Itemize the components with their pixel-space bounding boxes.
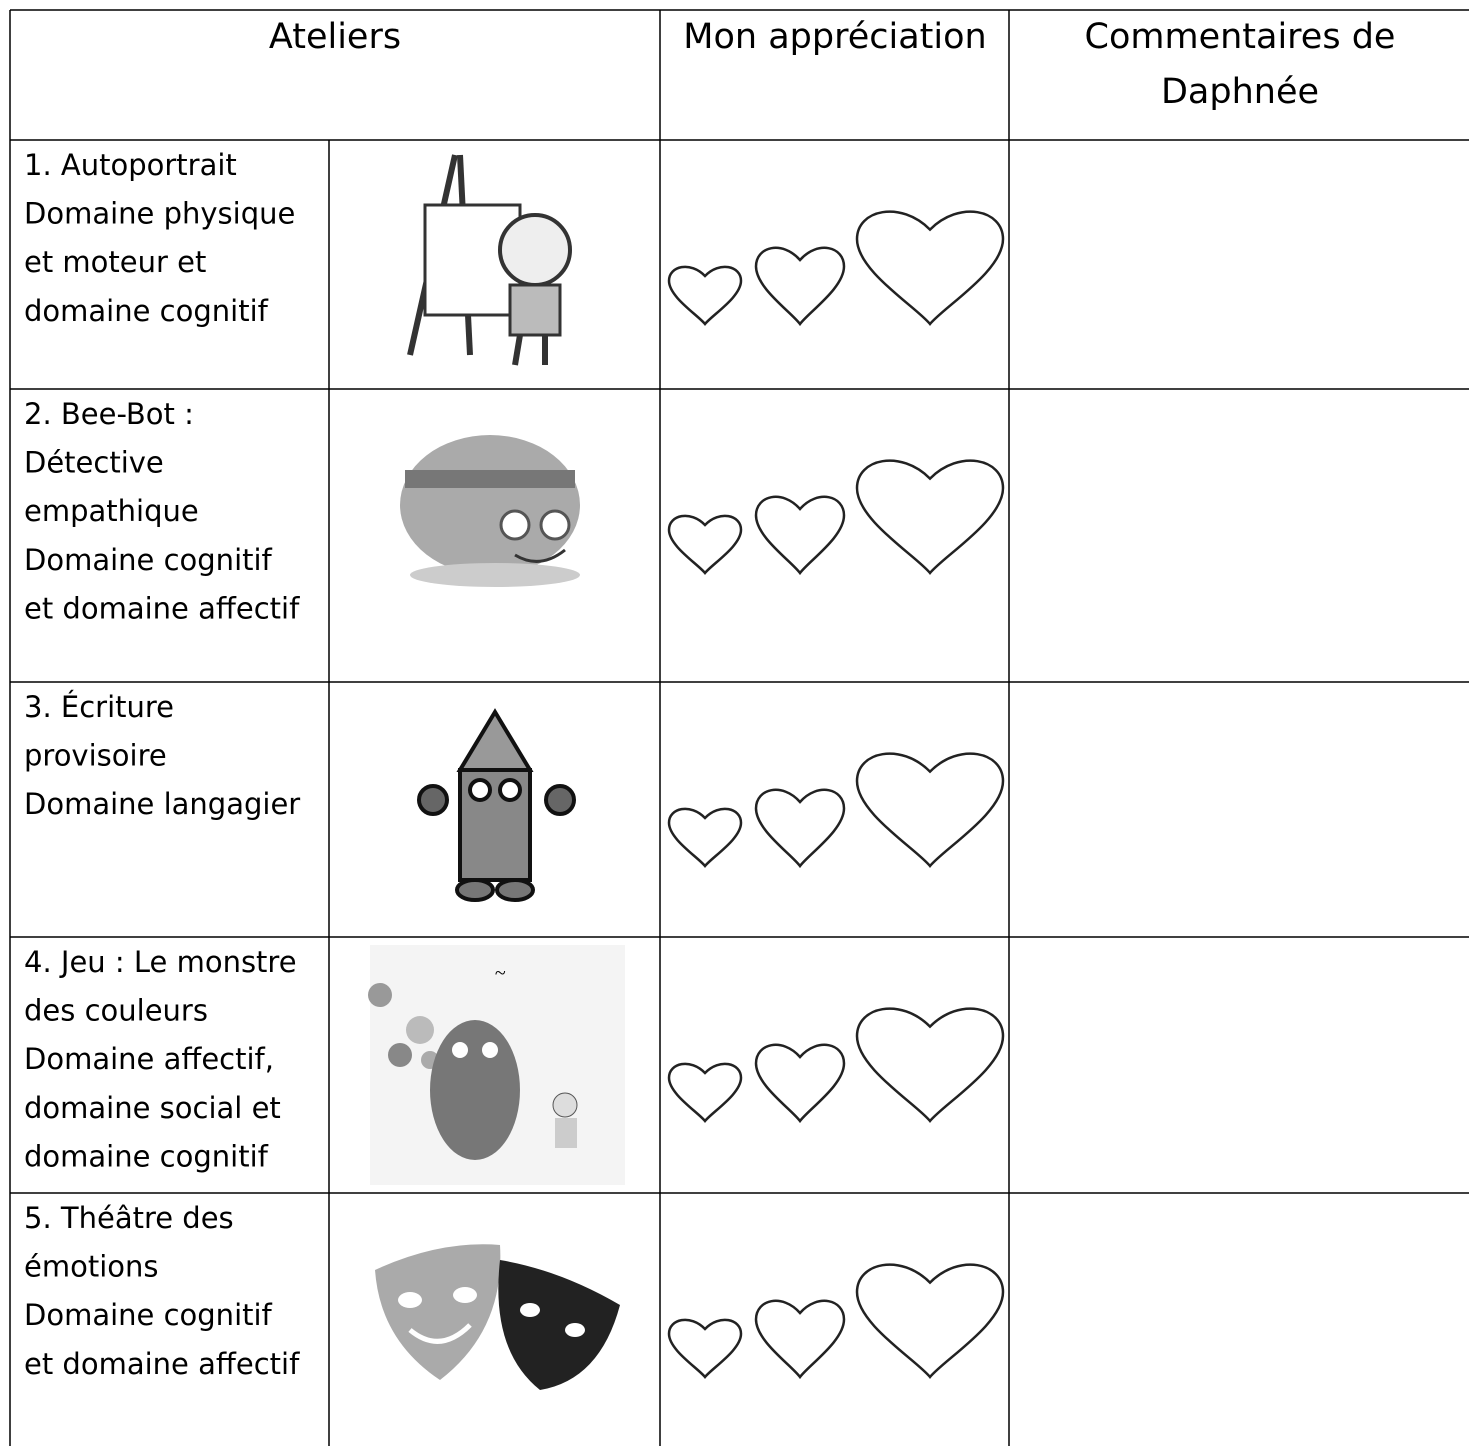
heart [667,807,743,868]
atelier-text: Domaine affectif, [24,1042,274,1076]
heart [754,246,846,327]
heart [667,265,743,326]
atelier-text: domaine cognitif [24,294,269,328]
heart [855,459,1005,575]
illustration-masks [375,1244,620,1390]
atelier-text: 5. Théâtre des [24,1201,234,1235]
atelier-text: émotions [24,1250,159,1284]
atelier-text: et domaine affectif [24,1347,300,1381]
heart [754,788,846,869]
heart [855,210,1005,326]
heart [855,752,1005,868]
heart [667,1062,743,1123]
atelier-text: 4. Jeu : Le monstre [24,945,297,979]
heart [667,514,743,575]
atelier-text: Domaine cognitif [24,543,273,577]
illustration-painter [407,154,572,366]
atelier-text: des couleurs [24,994,208,1028]
illustration-bee-bot [400,435,580,587]
heart [855,1007,1005,1123]
heart [754,495,846,576]
illustration-color-monster: ~ [368,945,625,1185]
atelier-text: Détective [24,446,164,480]
atelier-text: domaine social et [24,1091,281,1125]
atelier-text: empathique [24,494,199,528]
heart [667,1318,743,1379]
atelier-text: Domaine physique [24,197,295,231]
header-text: Ateliers [269,17,401,57]
header-text: Mon appréciation [683,17,986,57]
heart [855,1263,1005,1379]
atelier-text: 2. Bee-Bot : [24,397,194,431]
atelier-text: domaine cognitif [24,1139,269,1173]
heart [754,1043,846,1124]
header-text: Commentaires de [1085,17,1396,57]
atelier-text: 3. Écriture [24,690,174,724]
atelier-text: et domaine affectif [24,591,300,625]
illustration-pencil [417,708,576,902]
table-grid [9,9,1469,1446]
svg-text:~: ~ [495,963,506,985]
atelier-text: Domaine cognitif [24,1298,273,1332]
atelier-text: et moteur et [24,245,206,279]
heart [754,1299,846,1380]
atelier-text: 1. Autoportrait [24,148,237,182]
header-text: Daphnée [1161,72,1319,112]
atelier-text: Domaine langagier [24,787,300,821]
atelier-text: provisoire [24,739,167,773]
